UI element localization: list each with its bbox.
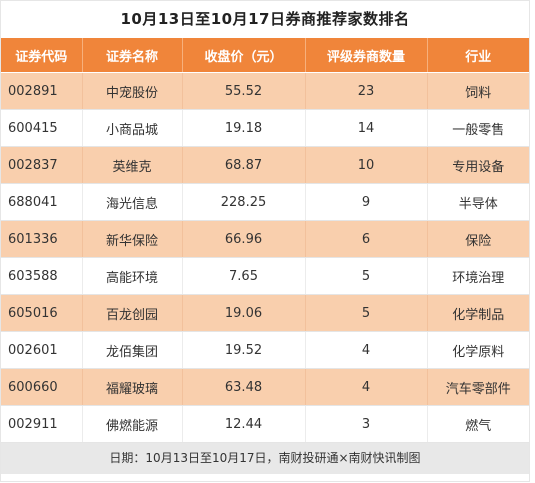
- cell-name: 龙佰集团: [82, 331, 183, 369]
- cell-price: 68.87: [182, 146, 306, 184]
- table-row: 002601 龙佰集团 19.52 4 化学原料: [1, 331, 529, 369]
- cell-name: 小商品城: [82, 109, 183, 147]
- cell-industry: 保险: [427, 220, 529, 258]
- cell-price: 63.48: [182, 368, 306, 406]
- cell-code: 600660: [1, 368, 83, 406]
- header-price: 收盘价（元）: [182, 38, 306, 73]
- cell-industry: 饲料: [427, 72, 529, 110]
- cell-code: 688041: [1, 183, 83, 221]
- table-row: 605016 百龙创园 19.06 5 化学制品: [1, 294, 529, 332]
- cell-price: 19.06: [182, 294, 306, 332]
- cell-price: 66.96: [182, 220, 306, 258]
- cell-code: 600415: [1, 109, 83, 147]
- cell-industry: 半导体: [427, 183, 529, 221]
- table-row: 688041 海光信息 228.25 9 半导体: [1, 183, 529, 221]
- table-row: 600415 小商品城 19.18 14 一般零售: [1, 109, 529, 147]
- cell-count: 3: [305, 405, 428, 443]
- header-broker-count: 评级券商数量: [305, 38, 428, 73]
- table-footer-note: 日期：10月13日至10月17日，南财投研通×南财快讯制图: [1, 443, 529, 474]
- cell-industry: 汽车零部件: [427, 368, 529, 406]
- ranking-table: 证券代码 证券名称 收盘价（元） 评级券商数量 行业 002891 中宠股份 5…: [1, 38, 529, 443]
- cell-industry: 化学原料: [427, 331, 529, 369]
- table-row: 603588 高能环境 7.65 5 环境治理: [1, 257, 529, 295]
- cell-count: 9: [305, 183, 428, 221]
- table-row: 002891 中宠股份 55.52 23 饲料: [1, 72, 529, 110]
- cell-industry: 一般零售: [427, 109, 529, 147]
- table-row: 002837 英维克 68.87 10 专用设备: [1, 146, 529, 184]
- cell-price: 7.65: [182, 257, 306, 295]
- cell-code: 605016: [1, 294, 83, 332]
- cell-count: 14: [305, 109, 428, 147]
- header-industry: 行业: [427, 38, 529, 73]
- cell-name: 英维克: [82, 146, 183, 184]
- table-row: 002911 佛燃能源 12.44 3 燃气: [1, 405, 529, 443]
- cell-industry: 化学制品: [427, 294, 529, 332]
- table-row: 600660 福耀玻璃 63.48 4 汽车零部件: [1, 368, 529, 406]
- cell-industry: 燃气: [427, 405, 529, 443]
- cell-code: 002601: [1, 331, 83, 369]
- cell-industry: 环境治理: [427, 257, 529, 295]
- cell-count: 10: [305, 146, 428, 184]
- cell-count: 4: [305, 368, 428, 406]
- cell-price: 12.44: [182, 405, 306, 443]
- cell-name: 中宠股份: [82, 72, 183, 110]
- cell-price: 19.18: [182, 109, 306, 147]
- cell-price: 19.52: [182, 331, 306, 369]
- cell-code: 002891: [1, 72, 83, 110]
- cell-code: 603588: [1, 257, 83, 295]
- cell-count: 5: [305, 257, 428, 295]
- cell-name: 佛燃能源: [82, 405, 183, 443]
- cell-name: 海光信息: [82, 183, 183, 221]
- cell-price: 228.25: [182, 183, 306, 221]
- cell-price: 55.52: [182, 72, 306, 110]
- table-title: 10月13日至10月17日券商推荐家数排名: [120, 10, 410, 28]
- cell-code: 002837: [1, 146, 83, 184]
- cell-code: 002911: [1, 405, 83, 443]
- cell-name: 百龙创园: [82, 294, 183, 332]
- header-name: 证券名称: [82, 38, 183, 73]
- cell-count: 4: [305, 331, 428, 369]
- cell-code: 601336: [1, 220, 83, 258]
- cell-name: 福耀玻璃: [82, 368, 183, 406]
- cell-industry: 专用设备: [427, 146, 529, 184]
- header-code: 证券代码: [1, 38, 83, 73]
- cell-name: 高能环境: [82, 257, 183, 295]
- table-row: 601336 新华保险 66.96 6 保险: [1, 220, 529, 258]
- cell-count: 5: [305, 294, 428, 332]
- cell-count: 6: [305, 220, 428, 258]
- header-row: 证券代码 证券名称 收盘价（元） 评级券商数量 行业: [1, 38, 529, 73]
- cell-name: 新华保险: [82, 220, 183, 258]
- cell-count: 23: [305, 72, 428, 110]
